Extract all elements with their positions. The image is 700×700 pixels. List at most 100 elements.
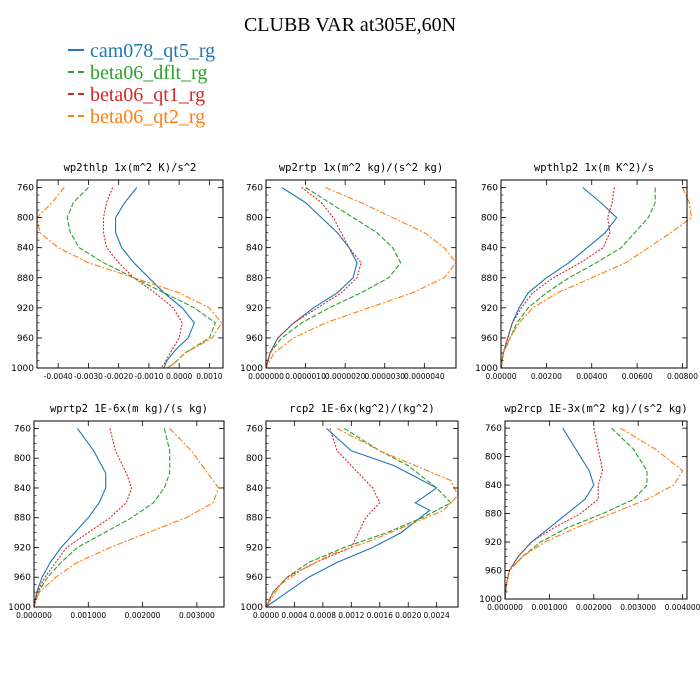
- series-line-beta06_qt2_rg: [500, 187, 693, 369]
- y-tick-label: 960: [14, 573, 31, 583]
- x-tick-label: 0.0012: [338, 611, 364, 620]
- x-tick-label: 0.0000: [166, 372, 192, 381]
- x-tick-label: 0.0008: [310, 611, 336, 620]
- x-tick-label: 0.001000: [70, 611, 106, 620]
- series-line-beta06_qt2_rg: [265, 427, 459, 608]
- plot-frame: [265, 179, 457, 369]
- y-tick-label: 920: [14, 543, 31, 553]
- legend: cam078_qt5_rg beta06_dflt_rg beta06_qt1_…: [68, 40, 215, 128]
- series-line-cam078_qt5_rg: [115, 187, 195, 369]
- x-tick-label: 0.0000020: [325, 372, 366, 381]
- panel-title: wpthlp2 1x(m K^2)/s: [534, 162, 654, 174]
- series-line-cam078_qt5_rg: [265, 427, 438, 608]
- y-tick-label: 760: [481, 184, 498, 194]
- series-line-beta06_dflt_rg: [265, 187, 402, 369]
- y-tick-label: 880: [246, 514, 263, 524]
- series-line-beta06_dflt_rg: [66, 187, 217, 369]
- legend-label: beta06_qt2_rg: [90, 106, 206, 128]
- series-line-beta06_dflt_rg: [500, 187, 656, 369]
- y-tick-label: 840: [246, 244, 263, 254]
- panel-6: wp2rcp 1E-3x(m^2 kg)/(s^2 kg)760 800 840 88…: [479, 403, 700, 612]
- series-line-beta06_dflt_rg: [504, 427, 648, 600]
- panel-title: rcp2 1E-6x(kg^2)/(kg^2): [289, 403, 434, 415]
- y-tick-label: 760: [246, 424, 263, 434]
- series-line-beta06_qt1_rg: [265, 187, 362, 369]
- y-tick-label: 800: [17, 214, 34, 224]
- x-tick-label: 0.002000: [125, 611, 161, 620]
- x-tick-label: 0.003000: [620, 603, 656, 612]
- x-tick-label: 0.0024: [424, 611, 450, 620]
- y-tick-label: 880: [246, 274, 263, 284]
- y-tick-label: 1000: [475, 364, 498, 374]
- figure-title: CLUBB VAR at305E,60N: [243, 14, 457, 36]
- panel-title: wp2thlp 1x(m^2 K)/s^2: [64, 162, 197, 174]
- x-tick-label: 0.0000030: [364, 372, 405, 381]
- y-tick-label: 840: [481, 244, 498, 254]
- x-tick-label: -0.0020: [104, 372, 133, 381]
- x-tick-label: 0.001000: [531, 603, 567, 612]
- y-tick-label: 760: [17, 184, 34, 194]
- x-tick-label: 0.002000: [576, 603, 612, 612]
- legend-item-qt1: beta06_qt1_rg: [68, 84, 215, 106]
- y-tick-label: 840: [14, 484, 31, 494]
- y-tick-label: 760: [485, 424, 502, 434]
- y-tick-label: 880: [17, 274, 34, 284]
- y-tick-label: 800: [14, 454, 31, 464]
- x-tick-label: 0.00400: [576, 372, 607, 381]
- legend-swatch: [68, 93, 84, 96]
- y-tick-label: 960: [485, 567, 502, 577]
- series-line-beta06_qt2_rg: [36, 187, 223, 369]
- series-line-beta06_qt1_rg: [33, 428, 133, 608]
- x-tick-label: 0.0016: [367, 611, 393, 620]
- y-tick-label: 800: [246, 454, 263, 464]
- y-tick-label: 880: [14, 514, 31, 524]
- x-tick-label: 0.0000: [253, 611, 279, 620]
- series-line-beta06_qt2_rg: [504, 427, 684, 600]
- y-tick-label: 840: [246, 484, 263, 494]
- panel-2: wp2rtp 1x(m^2 kg)/(s^2 kg) 760 800 840 880 92…: [240, 162, 457, 381]
- x-tick-label: -0.0040: [44, 372, 73, 381]
- x-tick-label: 0.000000: [487, 603, 523, 612]
- y-tick-label: 960: [246, 573, 263, 583]
- y-tick-label: 1000: [240, 603, 263, 613]
- series-line-beta06_qt2_rg: [33, 428, 220, 608]
- x-tick-label: 0.00600: [622, 372, 653, 381]
- y-tick-label: 800: [481, 214, 498, 224]
- panel-1: wp2thlp 1x(m^2 K)/s^2 760 800 840 880 920 960 1…: [11, 162, 224, 381]
- x-tick-label: 0.0000010: [285, 372, 326, 381]
- legend-label: beta06_qt1_rg: [90, 84, 206, 106]
- y-tick-label: 960: [246, 334, 263, 344]
- y-tick-label: 920: [481, 304, 498, 314]
- x-tick-label: 0.003000: [179, 611, 215, 620]
- y-tick-label: 920: [17, 304, 34, 314]
- y-tick-label: 880: [481, 274, 498, 284]
- series-line-beta06_qt2_rg: [265, 186, 457, 369]
- panel-title: wp2rtp 1x(m^2 kg)/(s^2 kg): [279, 162, 443, 174]
- y-tick-label: 1000: [8, 603, 31, 613]
- y-tick-label: 1000: [479, 595, 502, 605]
- panel-title: wprtp2 1E-6x(m kg)/(s kg): [50, 403, 208, 415]
- plot-frame: [504, 420, 688, 600]
- plot-frame: [33, 420, 225, 608]
- series-line-beta06_qt1_rg: [504, 427, 604, 600]
- x-tick-label: 0.004000: [665, 603, 700, 612]
- y-tick-label: 760: [246, 184, 263, 194]
- plot-frame: [265, 420, 459, 608]
- series-line-beta06_qt1_rg: [500, 187, 615, 369]
- legend-item-qt2: beta06_qt2_rg: [68, 106, 215, 128]
- series-line-cam078_qt5_rg: [265, 187, 358, 369]
- x-tick-label: 0.00800: [667, 372, 698, 381]
- series-line-beta06_dflt_rg: [33, 428, 171, 608]
- x-tick-label: 0.0010: [196, 372, 222, 381]
- y-tick-label: 960: [17, 334, 34, 344]
- panel-3: wpthlp2 1x(m K^2)/s 760 800 840 880 920 960 100…: [475, 162, 698, 381]
- legend-swatch: [68, 71, 84, 74]
- y-tick-label: 760: [14, 424, 31, 434]
- x-tick-label: 0.0004: [281, 611, 307, 620]
- panel-title: wp2rcp 1E-3x(m^2 kg)/(s^2 kg): [504, 403, 687, 415]
- y-tick-label: 960: [481, 334, 498, 344]
- x-tick-label: 0.000000: [248, 372, 284, 381]
- x-tick-label: 0.00000: [485, 372, 516, 381]
- plot-frame: [36, 179, 224, 369]
